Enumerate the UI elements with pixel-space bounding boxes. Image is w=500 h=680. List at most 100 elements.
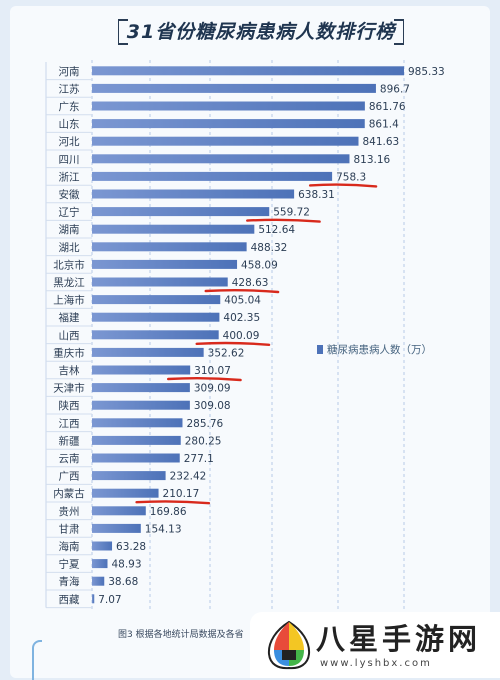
category-label: 黑龙江 (53, 276, 85, 289)
value-label: 7.07 (98, 594, 121, 606)
figure-caption: 图3 根据各地统计局数据及各省 (118, 630, 244, 640)
category-label: 山东 (59, 118, 80, 131)
category-label: 河南 (59, 65, 80, 78)
data-bar (92, 383, 190, 393)
data-bar (92, 259, 238, 269)
category-label: 浙江 (59, 171, 80, 183)
data-bar (92, 559, 108, 569)
category-label: 西藏 (59, 594, 80, 606)
value-label: 169.86 (150, 506, 187, 518)
value-label: 280.25 (185, 435, 222, 447)
data-bar (92, 488, 159, 498)
category-label: 河北 (59, 136, 80, 148)
title-banner: 31省份糖尿病患病人数排行榜 (118, 14, 404, 50)
category-label: 北京市 (53, 258, 85, 271)
value-label: 48.93 (111, 559, 141, 571)
data-bar (92, 576, 105, 586)
value-label: 154.13 (145, 523, 182, 535)
data-bar (92, 224, 255, 234)
category-label: 山西 (59, 330, 80, 342)
value-label: 428.63 (232, 277, 269, 289)
value-label: 458.09 (241, 259, 278, 271)
data-bar (92, 295, 221, 305)
highlight-underline (195, 341, 271, 346)
data-bar (92, 453, 180, 463)
data-bar (92, 523, 141, 533)
value-label: 310.07 (194, 365, 231, 377)
value-label: 758.3 (336, 171, 366, 183)
value-label: 861.4 (369, 119, 399, 131)
category-label: 江西 (59, 418, 80, 430)
value-label: 896.7 (380, 83, 410, 95)
value-label: 38.68 (108, 576, 138, 588)
value-label: 400.09 (223, 330, 260, 342)
category-label: 四川 (59, 154, 80, 166)
category-label: 广东 (59, 100, 80, 113)
site-url: www.lyshbx.com (320, 658, 432, 669)
value-label: 405.04 (224, 295, 261, 307)
data-bar (92, 471, 166, 481)
legend-label: 糖尿病患病人数（万） (327, 344, 432, 356)
highlight-underline (135, 500, 211, 505)
category-label: 湖北 (59, 242, 80, 254)
value-label: 841.63 (362, 136, 399, 148)
data-bar (92, 101, 365, 111)
highlight-underline (166, 377, 242, 382)
value-label: 309.08 (194, 400, 231, 412)
data-bar (92, 154, 350, 164)
data-bar (92, 277, 228, 287)
data-bar (92, 541, 113, 551)
data-bar (92, 171, 333, 181)
data-bar (92, 435, 181, 445)
value-label: 402.35 (223, 312, 260, 324)
highlight-underline (246, 218, 321, 223)
value-label: 813.16 (353, 154, 390, 166)
data-bar (92, 330, 219, 340)
data-bar (92, 594, 95, 604)
category-label: 江苏 (59, 82, 80, 95)
category-label: 上海市 (53, 294, 85, 307)
category-label: 陕西 (59, 399, 80, 412)
data-bar (92, 66, 404, 76)
category-label: 内蒙古 (53, 487, 85, 500)
value-label: 277.1 (184, 453, 214, 465)
value-label: 559.72 (273, 207, 310, 219)
value-label: 512.64 (258, 224, 295, 236)
data-bar (92, 83, 376, 93)
category-label: 吉林 (59, 364, 80, 377)
value-label: 488.32 (251, 242, 288, 254)
data-bar (92, 365, 191, 375)
category-label: 海南 (59, 540, 80, 553)
chart-card (10, 6, 490, 678)
value-label: 638.31 (298, 189, 335, 201)
site-logo-icon (267, 620, 311, 670)
data-bar (92, 189, 295, 199)
highlight-underline (204, 289, 280, 294)
category-label: 宁夏 (59, 558, 80, 571)
value-label: 352.62 (208, 347, 245, 359)
category-label: 新疆 (59, 434, 80, 447)
category-label: 天津市 (53, 382, 85, 395)
data-bar (92, 119, 365, 129)
category-label: 福建 (59, 311, 80, 324)
data-bar (92, 312, 220, 322)
value-label: 985.33 (408, 66, 445, 78)
data-bar (92, 136, 359, 146)
category-label: 广西 (59, 471, 80, 483)
category-label: 安徽 (59, 188, 80, 201)
value-label: 309.09 (194, 383, 231, 395)
data-bar (92, 418, 183, 428)
decorative-corner (32, 640, 42, 680)
category-label: 云南 (59, 452, 80, 465)
category-label: 贵州 (59, 505, 80, 518)
highlight-underline (308, 183, 378, 188)
legend-swatch (317, 345, 323, 354)
value-label: 63.28 (116, 541, 146, 553)
title-frame (118, 19, 404, 45)
value-label: 232.42 (170, 471, 207, 483)
site-name: 八星手游网 (316, 622, 482, 656)
category-label: 青海 (59, 575, 80, 588)
category-label: 重庆市 (53, 346, 85, 359)
value-label: 861.76 (369, 101, 406, 113)
